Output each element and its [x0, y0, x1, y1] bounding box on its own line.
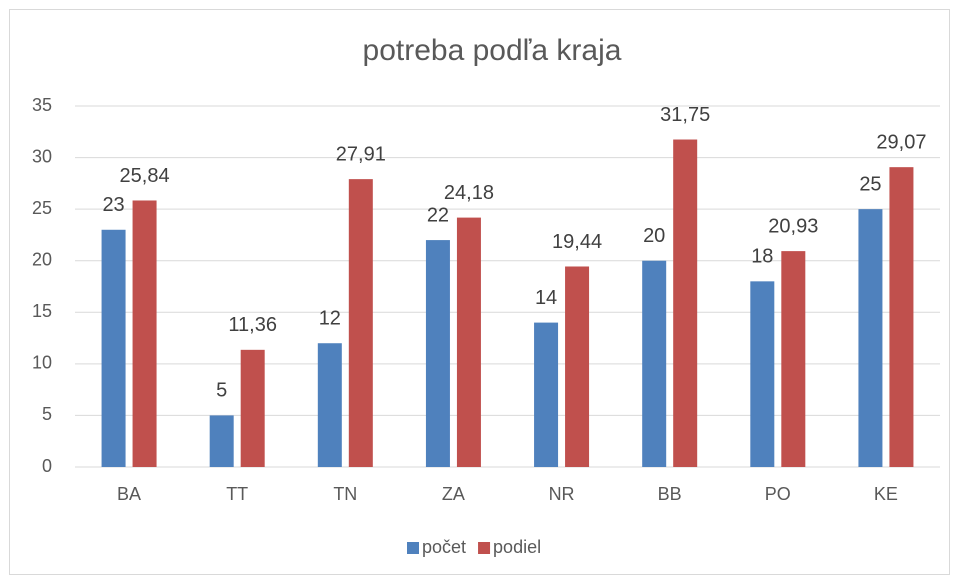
legend-label: počet — [422, 537, 466, 557]
data-label: 20,93 — [768, 215, 818, 237]
data-label: 14 — [535, 287, 557, 309]
bar — [889, 167, 914, 468]
data-label: 29,07 — [876, 131, 926, 153]
data-label: 11,36 — [228, 314, 277, 336]
x-tick-label: TT — [226, 484, 248, 504]
y-tick-label: 35 — [32, 95, 52, 115]
data-label: 25 — [859, 173, 881, 195]
data-label: 12 — [319, 308, 341, 330]
bar — [101, 229, 126, 467]
data-label: 23 — [102, 194, 124, 216]
bar — [858, 209, 883, 467]
bar — [565, 266, 590, 467]
y-tick-label: 30 — [32, 146, 52, 166]
x-tick-label: KE — [874, 484, 898, 504]
bar — [209, 415, 234, 467]
data-label: 5 — [216, 380, 227, 402]
x-tick-label: BB — [658, 484, 682, 504]
bar — [132, 200, 157, 467]
y-tick-label: 10 — [32, 353, 52, 373]
bar — [425, 240, 450, 467]
y-tick-label: 15 — [32, 301, 52, 321]
bar — [317, 343, 342, 467]
data-label: 24,18 — [444, 182, 494, 204]
bar — [534, 322, 559, 467]
legend-label: podiel — [493, 537, 541, 557]
y-tick-label: 0 — [42, 456, 52, 476]
x-tick-label: PO — [765, 484, 791, 504]
data-label: 18 — [751, 246, 773, 268]
data-label: 22 — [427, 204, 449, 226]
x-tick-label: TN — [333, 484, 357, 504]
data-label: 27,91 — [336, 143, 386, 165]
bar — [750, 281, 775, 467]
bar — [456, 217, 481, 467]
data-label: 19,44 — [552, 231, 602, 253]
x-tick-label: BA — [117, 484, 141, 504]
legend-swatch — [407, 542, 419, 554]
x-tick-label: NR — [549, 484, 575, 504]
chart-title: potreba podľa kraja — [363, 34, 622, 67]
data-label: 20 — [643, 225, 665, 247]
y-tick-label: 25 — [32, 198, 52, 218]
bar — [240, 349, 265, 467]
y-tick-label: 5 — [42, 404, 52, 424]
bar — [348, 179, 373, 467]
data-label: 25,84 — [120, 165, 170, 187]
bar — [642, 260, 667, 467]
bar — [673, 139, 698, 467]
legend-swatch — [478, 542, 491, 554]
data-label: 31,75 — [660, 104, 710, 126]
x-tick-label: ZA — [442, 484, 465, 504]
y-tick-label: 20 — [32, 249, 52, 269]
bar — [781, 251, 806, 467]
